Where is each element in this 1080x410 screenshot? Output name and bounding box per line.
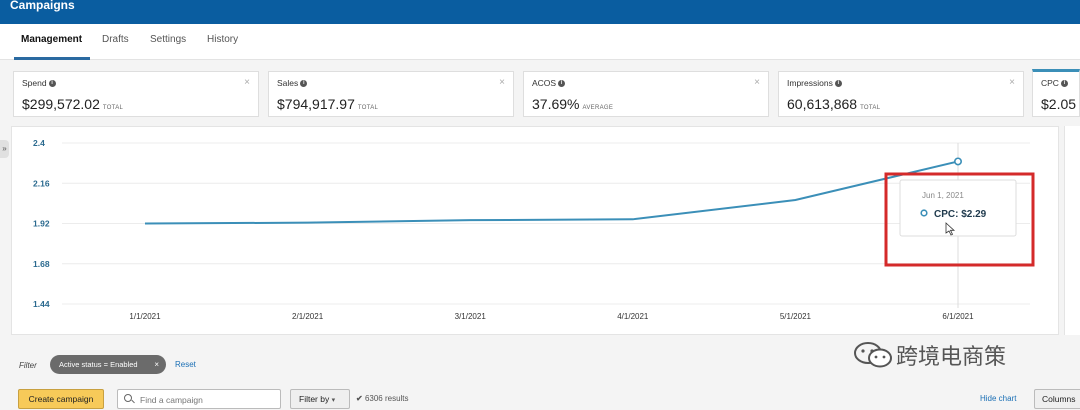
metric-label: Spend — [22, 78, 47, 88]
filter-chip-label: Active status = Enabled — [59, 360, 138, 369]
metric-label: Impressions — [787, 78, 833, 88]
tab-history[interactable]: History — [207, 34, 238, 45]
metric-value: $794,917.97 — [277, 96, 355, 112]
results-label: 6306 results — [365, 394, 409, 403]
tooltip-date: Jun 1, 2021 — [922, 191, 964, 200]
reset-filter-link[interactable]: Reset — [175, 360, 196, 369]
chart-container: 2.4 2.16 1.92 1.68 1.44 1/1/2021 2/1/2021 3/1/2… — [11, 126, 1059, 335]
filter-by-dropdown[interactable]: Filter by ▾ — [290, 389, 350, 409]
tab-bar: Management Drafts Settings History — [0, 24, 1080, 60]
metric-label: Sales — [277, 78, 298, 88]
chevron-down-icon: ▾ — [332, 397, 336, 404]
tooltip-marker — [921, 210, 927, 216]
search-input[interactable]: Find a campaign — [117, 389, 281, 409]
metric-sub: TOTAL — [860, 105, 880, 111]
x-tick-label: 4/1/2021 — [617, 312, 649, 321]
y-tick-label: 2.4 — [33, 138, 45, 148]
cpc-line-chart: 2.4 2.16 1.92 1.68 1.44 1/1/2021 2/1/2021 3/1/2… — [12, 127, 1060, 336]
info-icon: i — [558, 80, 565, 87]
metric-sub: TOTAL — [103, 105, 123, 111]
right-panel — [1064, 126, 1080, 335]
metric-value: 37.69% — [532, 96, 579, 112]
close-icon[interactable]: × — [244, 77, 250, 88]
watermark: 跨境电商策 — [852, 339, 1006, 375]
search-placeholder: Find a campaign — [140, 395, 203, 405]
y-tick-label: 1.92 — [33, 219, 50, 229]
tab-drafts[interactable]: Drafts — [102, 34, 129, 45]
columns-button[interactable]: Columns — [1034, 389, 1080, 409]
metric-label: CPC — [1041, 78, 1059, 88]
create-campaign-button[interactable]: Create campaign — [18, 389, 104, 409]
info-icon: i — [835, 80, 842, 87]
x-tick-label: 6/1/2021 — [942, 312, 974, 321]
close-icon[interactable]: × — [1009, 77, 1015, 88]
check-icon: ✔ — [356, 394, 363, 403]
info-icon: i — [1061, 80, 1068, 87]
metric-value: $2.05 — [1041, 96, 1076, 112]
x-tick-label: 3/1/2021 — [455, 312, 487, 321]
close-icon[interactable]: × — [754, 77, 760, 88]
info-icon: i — [49, 80, 56, 87]
watermark-text: 跨境电商策 — [896, 345, 1006, 370]
metric-value: 60,613,868 — [787, 96, 857, 112]
results-count: ✔ 6306 results — [356, 394, 409, 403]
metric-label: ACOS — [532, 78, 556, 88]
filter-by-label: Filter by — [299, 394, 329, 404]
close-icon[interactable]: × — [154, 355, 159, 374]
filter-chip-active-status[interactable]: Active status = Enabled × — [50, 355, 166, 374]
x-tick-label: 5/1/2021 — [780, 312, 812, 321]
metric-sub: AVERAGE — [582, 105, 613, 111]
search-icon — [124, 394, 132, 402]
tooltip-box — [900, 180, 1016, 236]
filter-label: Filter — [19, 361, 37, 370]
x-tick-label: 2/1/2021 — [292, 312, 324, 321]
y-tick-label: 2.16 — [33, 178, 50, 188]
info-icon: i — [300, 80, 307, 87]
x-tick-label: 1/1/2021 — [129, 312, 161, 321]
collapse-panel-button[interactable]: » — [0, 140, 9, 158]
y-tick-label: 1.68 — [33, 259, 50, 269]
hide-chart-link[interactable]: Hide chart — [980, 394, 1016, 403]
close-icon[interactable]: × — [499, 77, 505, 88]
series-line-cpc — [145, 161, 958, 223]
wechat-logo-icon — [852, 340, 896, 370]
tooltip-label: CPC: $2.29 — [934, 209, 987, 220]
page-title: Campaigns — [10, 0, 75, 12]
y-tick-label: 1.44 — [33, 299, 50, 309]
top-bar: Campaigns — [0, 0, 1080, 24]
data-point — [955, 158, 961, 164]
active-tab-indicator — [14, 57, 90, 60]
tab-settings[interactable]: Settings — [150, 34, 186, 45]
metric-value: $299,572.02 — [22, 96, 100, 112]
tab-management[interactable]: Management — [21, 34, 82, 45]
metric-sub: TOTAL — [358, 105, 378, 111]
